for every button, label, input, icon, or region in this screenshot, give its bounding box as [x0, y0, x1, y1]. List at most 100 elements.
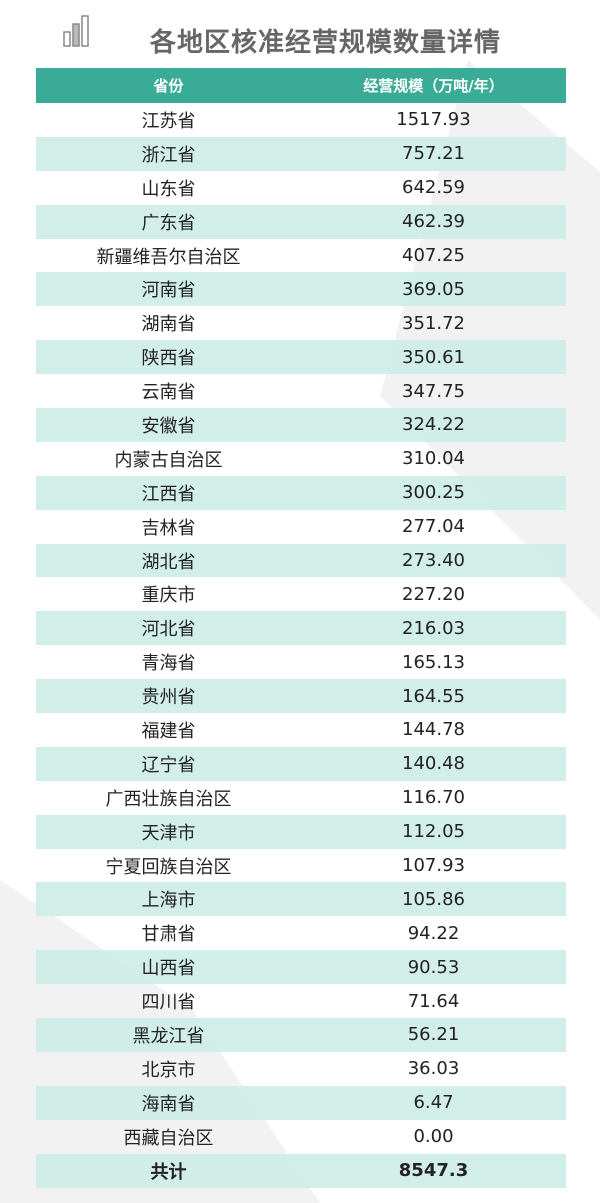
scale-cell: 757.21 [301, 136, 566, 171]
province-cell: 贵州省 [36, 679, 301, 714]
table-row: 陕西省 350.61 [36, 340, 566, 375]
table-row: 山西省 90.53 [36, 950, 566, 985]
table-row: 广西壮族自治区 116.70 [36, 781, 566, 815]
province-cell: 海南省 [36, 1085, 301, 1120]
scale-cell: 8547.3 [301, 1153, 566, 1188]
table-row: 河北省 216.03 [36, 611, 566, 646]
province-cell: 广东省 [36, 204, 301, 239]
province-cell: 福建省 [141, 720, 196, 742]
province-cell: 江苏省 [141, 110, 196, 132]
total-row: 共计 8547.3 [36, 1153, 566, 1188]
table-row: 新疆维吾尔自治区 407.25 [36, 239, 566, 273]
column-header-scale: 经营规模（万吨/年） [301, 68, 566, 103]
scale-cell: 105.86 [301, 882, 566, 917]
scale-cell: 36.03 [407, 1058, 460, 1080]
table-row: 福建省 144.78 [36, 713, 566, 747]
scale-cell: 462.39 [301, 204, 566, 239]
table-row: 青海省 165.13 [36, 645, 566, 679]
scale-cell: 56.21 [301, 1018, 566, 1052]
province-cell: 四川省 [141, 992, 196, 1014]
table-row: 北京市 36.03 [36, 1052, 566, 1086]
header: 各地区核准经营规模数量详情 [0, 14, 600, 64]
table-row: 贵州省 164.55 [36, 679, 566, 714]
province-cell: 共计 [36, 1153, 301, 1188]
table-row: 四川省 71.64 [36, 984, 566, 1018]
table-row: 重庆市 227.20 [36, 577, 566, 611]
table-header-row: 省份 经营规模（万吨/年） [36, 68, 566, 103]
table-row: 海南省 6.47 [36, 1085, 566, 1120]
table-row: 安徽省 324.22 [36, 408, 566, 442]
scale-cell: 94.22 [407, 922, 460, 944]
table-row: 甘肃省 94.22 [36, 916, 566, 950]
province-cell: 内蒙古自治区 [114, 449, 223, 471]
scale-cell: 324.22 [301, 408, 566, 442]
province-cell: 河北省 [36, 611, 301, 646]
table-row: 宁夏回族自治区 107.93 [36, 849, 566, 883]
scale-cell: 347.75 [402, 380, 465, 402]
province-cell: 吉林省 [141, 517, 196, 539]
scale-cell: 273.40 [301, 543, 566, 578]
scale-cell: 310.04 [402, 448, 465, 470]
scale-cell: 71.64 [407, 990, 460, 1012]
scale-cell: 277.04 [402, 516, 465, 538]
scale-cell: 407.25 [402, 245, 465, 266]
province-cell: 上海市 [36, 882, 301, 917]
scale-cell: 350.61 [301, 340, 566, 375]
table-row: 西藏自治区 0.00 [36, 1120, 566, 1154]
table-row: 云南省 347.75 [36, 374, 566, 408]
scale-cell: 90.53 [301, 950, 566, 985]
scale-cell: 116.70 [402, 787, 465, 809]
province-cell: 江西省 [36, 475, 301, 510]
table-row: 天津市 112.05 [36, 814, 566, 849]
province-cell: 西藏自治区 [123, 1127, 214, 1149]
scale-cell: 6.47 [301, 1085, 566, 1120]
scale-cell: 300.25 [301, 475, 566, 510]
province-cell: 河南省 [36, 272, 301, 307]
table-row: 浙江省 757.21 [36, 136, 566, 171]
province-cell: 浙江省 [36, 136, 301, 171]
province-cell: 云南省 [141, 382, 196, 404]
table-row: 内蒙古自治区 310.04 [36, 442, 566, 476]
scale-cell: 165.13 [402, 651, 465, 673]
page-title: 各地区核准经营规模数量详情 [150, 28, 502, 58]
province-cell: 甘肃省 [141, 924, 196, 946]
province-cell: 黑龙江省 [36, 1018, 301, 1052]
table-row: 吉林省 277.04 [36, 510, 566, 544]
scale-cell: 227.20 [402, 583, 465, 605]
province-cell: 湖南省 [141, 314, 196, 336]
scale-cell: 140.48 [301, 746, 566, 781]
scale-cell: 642.59 [402, 177, 465, 199]
table-row: 湖北省 273.40 [36, 543, 566, 578]
province-cell: 广西壮族自治区 [105, 788, 232, 810]
column-header-province: 省份 [36, 68, 301, 103]
table-row: 江西省 300.25 [36, 475, 566, 510]
scale-cell: 107.93 [402, 855, 465, 877]
scale-cell: 0.00 [413, 1126, 454, 1148]
scale-cell: 144.78 [402, 719, 465, 741]
province-cell: 宁夏回族自治区 [105, 856, 232, 878]
scale-cell: 112.05 [301, 814, 566, 849]
scale-cell: 164.55 [301, 679, 566, 714]
bar-chart-icon [63, 15, 89, 47]
province-cell: 新疆维吾尔自治区 [96, 246, 241, 268]
province-cell: 青海省 [141, 653, 196, 675]
province-cell: 天津市 [36, 814, 301, 849]
province-cell: 安徽省 [36, 408, 301, 442]
province-cell: 陕西省 [36, 340, 301, 375]
scale-cell: 1517.93 [396, 109, 471, 131]
scale-cell: 351.72 [402, 312, 465, 334]
scale-cell: 216.03 [301, 611, 566, 646]
table-row: 黑龙江省 56.21 [36, 1018, 566, 1052]
table-row: 湖南省 351.72 [36, 306, 566, 340]
province-cell: 山东省 [141, 178, 196, 200]
province-cell: 北京市 [141, 1059, 196, 1081]
table-row: 广东省 462.39 [36, 204, 566, 239]
table-row: 上海市 105.86 [36, 882, 566, 917]
province-cell: 辽宁省 [36, 746, 301, 781]
table-row: 辽宁省 140.48 [36, 746, 566, 781]
province-cell: 山西省 [36, 950, 301, 985]
scale-cell: 369.05 [301, 272, 566, 307]
table-row: 河南省 369.05 [36, 272, 566, 307]
table-row: 山东省 642.59 [36, 171, 566, 205]
province-cell: 重庆市 [141, 585, 196, 607]
